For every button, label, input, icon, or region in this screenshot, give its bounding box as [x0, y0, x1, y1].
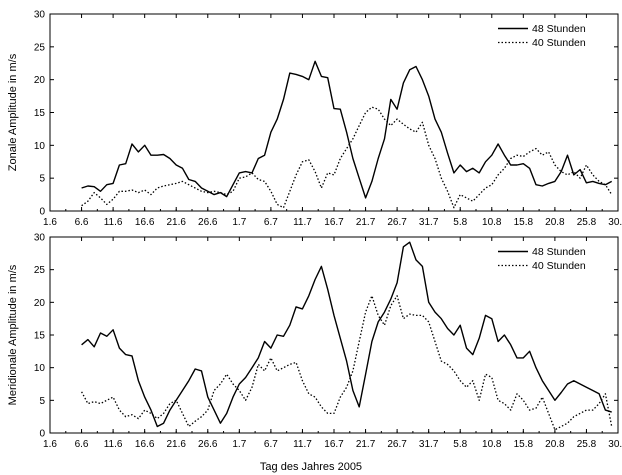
x-tick-label: 30.8 [608, 217, 622, 228]
x-tick-label: 6.6 [75, 439, 89, 450]
x-tick-label: 1.6 [43, 217, 57, 228]
x-tick-label: 11.7 [293, 439, 312, 450]
x-tick-label: 26.6 [198, 217, 218, 228]
x-tick-label: 1.7 [232, 217, 246, 228]
x-tick-label: 6.6 [75, 217, 89, 228]
x-tick-label: 21.6 [166, 217, 186, 228]
x-tick-label: 6.7 [264, 439, 278, 450]
x-tick-label: 16.7 [324, 217, 344, 228]
x-tick-label: 1.7 [232, 439, 246, 450]
series-line-48h [81, 60, 613, 199]
x-tick-label: 15.8 [514, 217, 534, 228]
legend-label: 40 Stunden [532, 37, 586, 49]
y-axis-label: Meridionale Amplitude in m/s [7, 264, 19, 405]
y-tick-label: 5 [39, 174, 45, 185]
legend-label: 40 Stunden [532, 260, 586, 272]
top-chart-zonal: 1.6 6.6 11.6 16.6 21.6 26.6 1.7 6.7 11.7 16.7 21.7… [7, 10, 622, 229]
y-tick-label: 30 [34, 10, 46, 21]
x-tick-label: 5.8 [453, 439, 467, 450]
x-tick-label: 20.8 [545, 217, 565, 228]
y-tick-label: 0 [39, 207, 45, 218]
series-line-48h [81, 241, 612, 428]
x-tick-label: 16.6 [135, 217, 155, 228]
y-tick-label: 5 [39, 396, 45, 407]
x-tick-label: 26.7 [387, 439, 407, 450]
x-tick-label: 21.7 [356, 439, 376, 450]
bottom-chart-meridional: 1.6 6.6 11.6 16.6 21.6 26.6 1.7 6.7 11.7 16.7 21.7… [7, 233, 622, 451]
x-tick-label: 25.8 [577, 439, 597, 450]
x-tick-label: 16.6 [135, 439, 155, 450]
x-tick-label: 31.7 [419, 439, 439, 450]
y-tick-label: 25 [34, 42, 46, 53]
figure-x-axis-label: Tag des Jahres 2005 [260, 461, 362, 473]
x-tick-label: 31.7 [419, 217, 439, 228]
x-tick-label: 21.6 [166, 439, 186, 450]
y-tick-label: 10 [34, 363, 46, 374]
series-line-40h [81, 106, 613, 209]
x-tick-label: 6.7 [264, 217, 278, 228]
x-tick-label: 26.7 [387, 217, 407, 228]
y-tick-label: 20 [34, 298, 46, 309]
x-tick-label: 21.7 [356, 217, 376, 228]
x-tick-label: 10.8 [482, 217, 502, 228]
legend-label: 48 Stunden [532, 246, 586, 258]
x-tick-label: 5.8 [453, 217, 467, 228]
y-axis-label: Zonale Amplitude in m/s [7, 53, 19, 171]
x-tick-label: 20.8 [545, 439, 565, 450]
y-tick-label: 15 [34, 108, 46, 119]
x-tick-label: 11.6 [104, 217, 123, 228]
x-tick-label: 1.6 [43, 439, 57, 450]
y-tick-label: 30 [34, 233, 46, 244]
x-tick-label: 11.6 [104, 439, 123, 450]
x-tick-label: 30.8 [608, 439, 622, 450]
y-tick-label: 25 [34, 265, 46, 276]
x-tick-label: 25.8 [577, 217, 597, 228]
x-tick-label: 10.8 [482, 439, 502, 450]
x-tick-label: 26.6 [198, 439, 218, 450]
y-tick-label: 0 [39, 429, 45, 440]
legend-label: 48 Stunden [532, 23, 586, 35]
y-tick-label: 20 [34, 75, 46, 86]
y-tick-label: 15 [34, 331, 46, 342]
x-tick-label: 16.7 [324, 439, 344, 450]
x-tick-label: 11.7 [293, 217, 312, 228]
x-tick-label: 15.8 [514, 439, 534, 450]
y-tick-label: 10 [34, 141, 46, 152]
